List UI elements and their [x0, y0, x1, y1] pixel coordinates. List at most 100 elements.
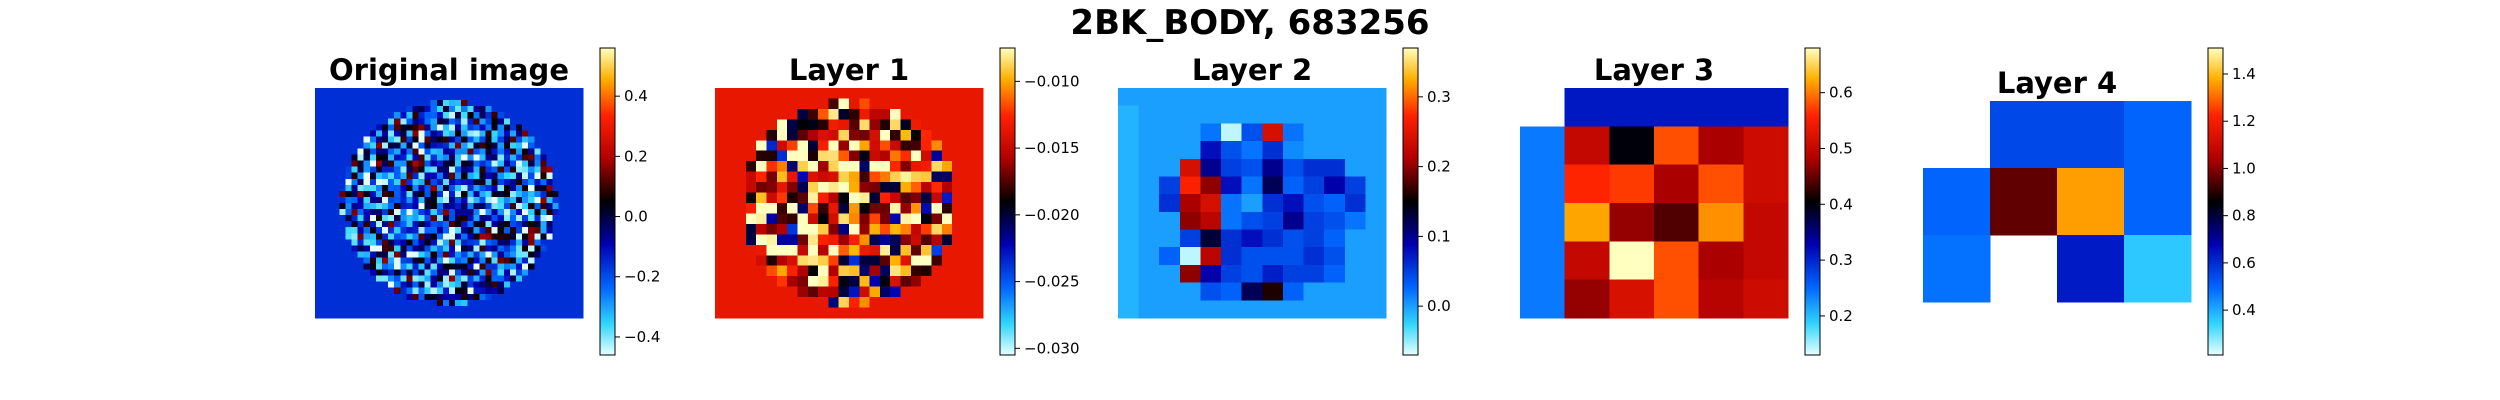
heatmap-cell [558, 275, 566, 283]
heatmap-cell [388, 166, 395, 174]
heatmap-cell [921, 150, 933, 162]
heatmap-cell [400, 190, 407, 198]
heatmap-cell [315, 257, 322, 265]
heatmap-cell [455, 100, 462, 107]
heatmap-cell [479, 221, 487, 228]
heatmap-cell [576, 148, 584, 156]
heatmap-cell [1179, 176, 1202, 195]
heatmap-cell [1118, 141, 1140, 160]
heatmap-cell [528, 233, 535, 240]
heatmap-cell [745, 234, 757, 246]
heatmap-cell [849, 182, 860, 194]
heatmap-cell [859, 265, 871, 277]
heatmap-cell [546, 100, 554, 107]
heatmap-cell [442, 311, 450, 319]
heatmap-cell [418, 245, 426, 253]
heatmap-cell [972, 203, 984, 215]
heatmap-cell [503, 172, 511, 180]
heatmap-cell [327, 263, 334, 271]
heatmap-cell [921, 286, 933, 298]
heatmap-cell [859, 119, 871, 131]
heatmap-cell [528, 311, 535, 319]
heatmap-cell [394, 245, 401, 253]
heatmap-cell [315, 287, 322, 295]
heatmap-cell [436, 178, 444, 186]
heatmap-cell [522, 184, 529, 192]
heatmap-cell [921, 244, 933, 256]
heatmap-cell [382, 293, 389, 301]
heatmap-cell [1179, 211, 1202, 231]
heatmap-cell [509, 160, 517, 168]
heatmap-cell [369, 209, 377, 216]
heatmap-cell [491, 269, 499, 277]
heatmap-cell [818, 182, 829, 194]
heatmap-cell [516, 227, 523, 234]
heatmap-cell [828, 234, 840, 246]
heatmap-cell [807, 192, 819, 204]
heatmap-cell [1365, 211, 1387, 231]
heatmap-cell [776, 129, 788, 141]
heatmap-cell [941, 88, 953, 100]
heatmap-cell [485, 209, 493, 216]
heatmap-cell [859, 297, 871, 309]
heatmap-cell [442, 118, 450, 125]
heatmap-cell [890, 108, 902, 120]
heatmap-cell [442, 209, 450, 216]
heatmap-cell [351, 178, 359, 186]
heatmap-cell [479, 233, 487, 240]
heatmap-cell [424, 160, 432, 168]
heatmap-cell [375, 154, 383, 162]
heatmap-cell [869, 108, 881, 120]
heatmap-cell [321, 257, 328, 265]
heatmap-cell [467, 130, 474, 138]
heatmap-cell [424, 130, 432, 138]
heatmap-cell [345, 215, 353, 222]
heatmap-cell [859, 286, 871, 298]
heatmap-cell [879, 223, 891, 235]
heatmap-cell [327, 178, 334, 186]
heatmap-cell [400, 142, 407, 150]
heatmap-cell [745, 255, 757, 267]
heatmap-cell [339, 203, 347, 210]
heatmap-cell [333, 257, 340, 265]
heatmap-cell [388, 263, 395, 271]
heatmap-cell [534, 112, 541, 119]
heatmap-cell [388, 269, 395, 277]
heatmap-cell [467, 166, 474, 174]
heatmap-cell [522, 166, 529, 174]
heatmap-cell [952, 307, 963, 319]
heatmap-cell [479, 130, 487, 138]
heatmap-cell [745, 203, 757, 215]
heatmap-cell [430, 88, 438, 95]
heatmap-cell [534, 154, 541, 162]
heatmap-cell [351, 112, 359, 119]
heatmap-cell [1282, 300, 1305, 319]
heatmap-cell [321, 209, 328, 216]
heatmap-cell [436, 221, 444, 228]
heatmap-cell [418, 287, 426, 295]
heatmap-cell [339, 184, 347, 192]
heatmap-cell [522, 100, 529, 107]
heatmap-cell [546, 275, 554, 283]
heatmap-cell [534, 221, 541, 228]
heatmap-cell [449, 88, 456, 95]
heatmap-cell [766, 255, 778, 267]
heatmap-cell [491, 118, 499, 125]
heatmap-cell [327, 245, 334, 253]
heatmap-cell [564, 239, 572, 246]
heatmap-cell [382, 172, 389, 180]
heatmap-cell [461, 148, 468, 156]
heatmap-cell [327, 257, 334, 265]
heatmap-cell [931, 265, 943, 277]
heatmap-cell [859, 171, 871, 183]
heatmap-cell [382, 196, 389, 204]
heatmap-cell [1200, 264, 1222, 284]
heatmap-cell [473, 118, 481, 125]
heatmap-cell [351, 305, 359, 313]
heatmap-cell [818, 150, 829, 162]
heatmap-cell [357, 221, 365, 228]
heatmap-cell [436, 88, 444, 95]
heatmap-cell [503, 124, 511, 131]
heatmap-cell [952, 203, 963, 215]
heatmap-cell [473, 203, 481, 210]
